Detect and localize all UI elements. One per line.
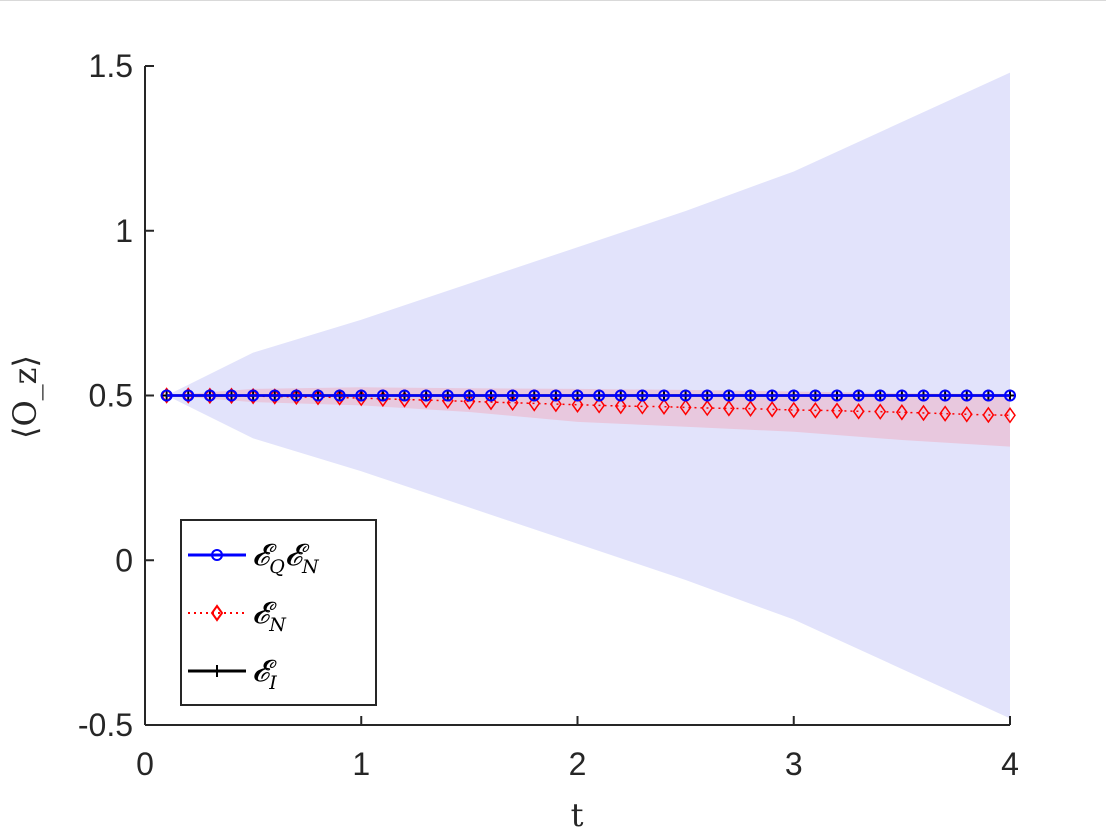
legend-marker-circle	[211, 549, 223, 561]
point-circle	[203, 389, 216, 402]
point-circle	[960, 389, 973, 402]
point-diamond	[420, 391, 433, 409]
point-circle	[744, 389, 757, 402]
point-diamond	[917, 404, 930, 422]
point-diamond	[203, 387, 216, 405]
point-diamond	[701, 399, 714, 417]
y-ticks: -0.5 0 0.5 1 1.5	[78, 48, 154, 743]
point-diamond	[268, 388, 281, 405]
point-circle	[852, 389, 865, 402]
point-diamond	[1004, 406, 1016, 424]
legend: 𝓔Q𝓔N 𝓔N 𝓔I	[180, 519, 377, 706]
point-circle	[225, 389, 238, 402]
point-circle	[441, 389, 454, 402]
point-diamond	[982, 406, 995, 424]
point-circle	[895, 389, 908, 402]
x-tick-label: 4	[1001, 746, 1019, 782]
point-circle	[376, 389, 389, 402]
point-diamond	[787, 401, 800, 419]
point-circle	[809, 389, 822, 402]
point-diamond	[593, 397, 606, 414]
point-circle	[290, 389, 303, 402]
point-diamond	[939, 405, 952, 422]
point-diamond	[549, 395, 562, 413]
y-axis-label: ⟨O_z⟩	[6, 355, 44, 439]
point-circle	[571, 389, 584, 402]
point-circle	[982, 389, 995, 402]
point-circle	[312, 389, 324, 402]
point-circle	[333, 389, 346, 402]
point-circle	[463, 389, 476, 402]
point-diamond	[614, 397, 627, 415]
x-axis-label: t	[571, 796, 584, 834]
point-diamond	[160, 387, 173, 404]
x-tick-label: 2	[569, 746, 587, 782]
point-circle	[160, 389, 173, 402]
x-tick-label: 0	[136, 746, 154, 782]
point-circle	[549, 389, 562, 402]
legend-marker-plus	[211, 665, 223, 677]
point-circle	[420, 389, 433, 402]
point-circle	[485, 389, 497, 402]
legend-label-eq-en: 𝓔Q𝓔N	[252, 538, 320, 578]
point-circle	[831, 389, 843, 402]
point-diamond	[225, 387, 238, 405]
point-diamond	[679, 399, 692, 416]
legend-box	[180, 519, 377, 706]
x-ticks: 0 1 2 3 4	[136, 716, 1019, 782]
point-diamond	[831, 402, 843, 419]
point-diamond	[895, 404, 908, 421]
point-circle	[528, 389, 541, 402]
y-tick-label: 1	[115, 213, 133, 249]
point-circle	[593, 389, 606, 402]
point-circle	[1004, 389, 1016, 402]
x-tick-label: 1	[352, 746, 370, 782]
point-circle	[636, 389, 649, 402]
band-1	[166, 387, 1010, 447]
point-circle	[679, 389, 692, 402]
series-0	[160, 389, 1016, 402]
point-circle	[247, 389, 260, 402]
point-circle	[874, 389, 887, 402]
y-tick-label: -0.5	[78, 707, 133, 743]
y-tick-label: 0.5	[89, 378, 133, 414]
point-diamond	[744, 400, 757, 417]
point-diamond	[722, 400, 735, 417]
x-tick-label: 3	[785, 746, 803, 782]
point-circle	[398, 389, 411, 402]
point-diamond	[528, 395, 541, 412]
point-diamond	[398, 391, 411, 408]
point-circle	[939, 389, 952, 402]
point-circle	[917, 389, 930, 402]
y-tick-label: 1.5	[89, 48, 133, 84]
point-diamond	[636, 398, 649, 415]
point-diamond	[571, 396, 584, 414]
point-diamond	[852, 403, 865, 420]
series-line-1	[166, 394, 1011, 417]
series-layer	[160, 387, 1016, 424]
point-circle	[182, 389, 195, 402]
point-diamond	[874, 403, 887, 420]
point-circle	[355, 389, 368, 402]
point-circle	[766, 389, 779, 402]
point-circle	[658, 389, 670, 402]
point-circle	[614, 389, 627, 402]
legend-entry-eq-en: 𝓔Q𝓔N	[188, 538, 320, 578]
y-tick-label: 0	[115, 542, 133, 578]
point-circle	[722, 389, 735, 402]
point-diamond	[247, 387, 260, 405]
point-diamond	[766, 401, 779, 418]
point-circle	[506, 389, 519, 402]
point-diamond	[960, 405, 973, 423]
point-circle	[701, 389, 714, 402]
point-diamond	[658, 398, 670, 415]
point-circle	[787, 389, 800, 402]
top-divider	[0, 0, 1106, 1]
legend-marker-diamond	[210, 604, 224, 622]
point-diamond	[809, 402, 822, 419]
point-diamond	[182, 387, 195, 404]
point-circle	[268, 389, 281, 402]
